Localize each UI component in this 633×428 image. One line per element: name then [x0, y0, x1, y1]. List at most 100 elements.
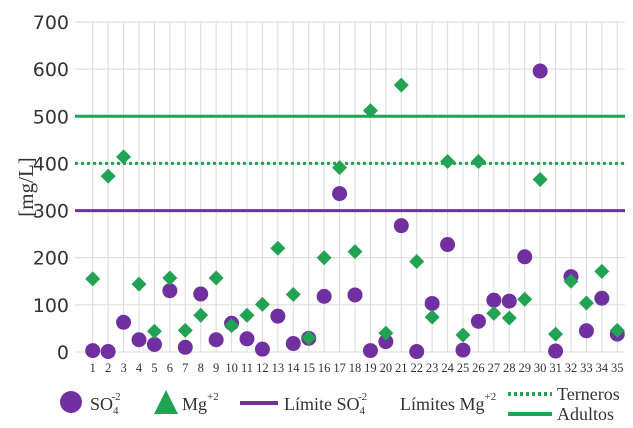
x-axis: 1 2 3 4 5 6 7 8 9 10 11 12 13 14 15 16 17 18 19 20 21 22 23 24 2…	[90, 361, 624, 375]
x-tick-label: 11	[241, 361, 253, 375]
x-tick-label: 33	[580, 361, 593, 375]
so4-point	[254, 341, 270, 357]
x-tick-label: 35	[611, 361, 624, 375]
so4-point	[285, 336, 301, 352]
mg-point	[594, 263, 610, 279]
mg-point	[131, 276, 147, 292]
mg-point	[100, 168, 116, 184]
mg-point	[146, 323, 162, 339]
so4-point	[409, 344, 425, 360]
so4-point	[578, 323, 594, 339]
so4-point	[347, 287, 363, 303]
x-tick-label: 34	[596, 361, 609, 375]
y-tick-label: 100	[33, 295, 69, 317]
so4-point	[486, 292, 502, 308]
x-tick-label: 5	[151, 361, 157, 375]
so4-point	[162, 283, 178, 299]
so4-point	[517, 249, 533, 265]
x-tick-label: 9	[213, 361, 219, 375]
x-tick-label: 31	[549, 361, 562, 375]
y-tick-label: 200	[33, 248, 69, 270]
x-tick-label: 30	[534, 361, 547, 375]
mg-point	[378, 325, 394, 341]
mg-point	[193, 307, 209, 323]
so4-point	[146, 336, 162, 352]
y-axis: 0 100 200 300 400 500 600 700	[33, 12, 69, 364]
x-tick-label: 13	[272, 361, 285, 375]
legend-so4-marker	[60, 391, 82, 413]
x-tick-label: 12	[256, 361, 269, 375]
y-tick-label: 0	[57, 342, 69, 364]
mg-point	[332, 160, 348, 176]
x-tick-label: 2	[105, 361, 111, 375]
mg-point	[116, 149, 132, 165]
so4-point	[208, 332, 224, 348]
x-tick-label: 15	[302, 361, 315, 375]
data-points	[85, 63, 625, 360]
mg-point	[548, 326, 564, 342]
x-tick-label: 10	[225, 361, 238, 375]
so4-point	[455, 342, 471, 358]
so4-point	[100, 344, 116, 360]
mg-point	[208, 270, 224, 286]
x-tick-label: 25	[457, 361, 470, 375]
legend-limites-mg-label: Límites Mg+2	[400, 391, 496, 414]
x-tick-label: 16	[318, 361, 331, 375]
legend-terneros-label: Terneros	[557, 384, 620, 404]
mg-point	[609, 322, 625, 338]
so4-point	[362, 343, 378, 359]
mg-point	[362, 103, 378, 119]
so4-point	[393, 218, 409, 234]
x-tick-label: 19	[364, 361, 377, 375]
y-tick-label: 600	[33, 59, 69, 81]
legend-limite-so4-label: Límite SO4-2	[284, 391, 367, 417]
x-tick-label: 20	[380, 361, 393, 375]
y-tick-label: 400	[33, 153, 69, 175]
legend: SO4-2 Mg+2 Límite SO4-2 Límites Mg+2 Ter…	[60, 384, 620, 424]
y-axis-label: [mg/L]	[14, 157, 38, 216]
y-tick-label: 300	[33, 201, 69, 223]
x-tick-label: 1	[90, 361, 96, 375]
x-tick-label: 17	[333, 361, 346, 375]
mg-point	[316, 250, 332, 266]
legend-adultos-label: Adultos	[557, 404, 614, 424]
so4-point	[548, 343, 564, 359]
reference-lines	[75, 114, 625, 213]
y-tick-label: 500	[33, 106, 69, 128]
x-tick-label: 3	[120, 361, 126, 375]
so4-point	[532, 63, 548, 79]
mg-point	[177, 322, 193, 338]
x-tick-label: 14	[287, 361, 300, 375]
so4-point	[332, 186, 348, 202]
so4-point	[440, 237, 456, 253]
x-tick-label: 26	[472, 361, 485, 375]
mg-point	[563, 273, 579, 289]
mg-point	[301, 330, 317, 346]
x-tick-label: 21	[395, 361, 408, 375]
x-tick-label: 6	[167, 361, 173, 375]
y-tick-label: 700	[33, 12, 69, 34]
mg-point	[470, 154, 486, 170]
x-tick-label: 18	[349, 361, 362, 375]
x-tick-label: 4	[136, 361, 143, 375]
x-tick-label: 28	[503, 361, 516, 375]
so4-point	[424, 295, 440, 311]
mg-point	[85, 271, 101, 287]
so4-point	[594, 290, 610, 306]
mg-point	[393, 77, 409, 93]
mg-point	[501, 310, 517, 326]
so4-point	[316, 288, 332, 304]
mg-point	[285, 286, 301, 302]
x-tick-label: 27	[488, 361, 501, 375]
mg-point	[270, 240, 286, 256]
legend-mg-label: Mg+2	[182, 391, 219, 414]
so4-point	[501, 293, 517, 309]
so4-point	[131, 332, 147, 348]
so4-point	[85, 343, 101, 359]
mg-point	[455, 327, 471, 343]
so4-point	[470, 313, 486, 329]
legend-so4-label: SO4-2	[90, 391, 121, 417]
mg-point	[532, 171, 548, 187]
x-tick-label: 29	[518, 361, 531, 375]
